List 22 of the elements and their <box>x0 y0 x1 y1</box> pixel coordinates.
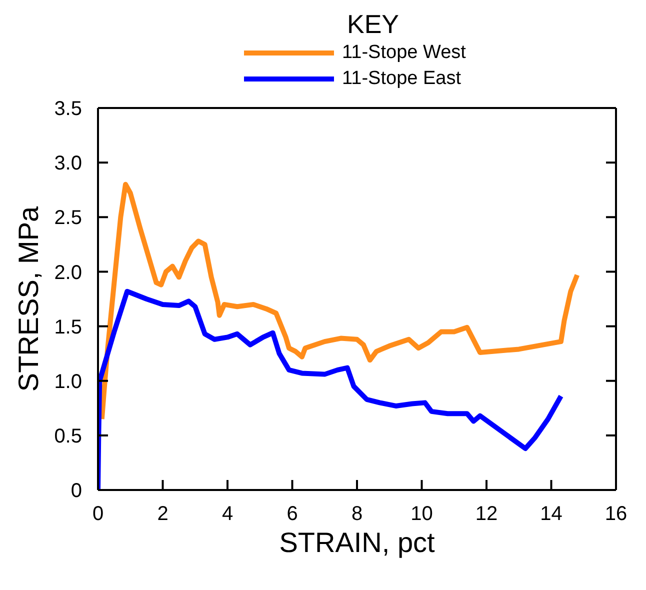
y-tick-label: 2.0 <box>54 262 82 284</box>
x-tick-label: 0 <box>92 503 104 526</box>
y-tick-label: 2.5 <box>54 207 82 230</box>
legend-label: 11-Stope East <box>342 67 462 91</box>
y-tick-label: 0.5 <box>54 426 82 448</box>
legend-title: KEY <box>346 8 400 40</box>
x-tick-label: 12 <box>475 503 498 526</box>
x-tick-label: 4 <box>222 503 234 526</box>
y-tick-label: 3.0 <box>54 152 82 175</box>
x-tick-label: 14 <box>540 503 562 526</box>
x-axis-title: STRAIN, pct <box>279 527 436 558</box>
x-tick-label: 16 <box>604 503 628 526</box>
y-axis-title: STRESS, MPa <box>12 206 44 392</box>
x-tick-label: 10 <box>410 503 433 526</box>
y-tick-label: 1.5 <box>54 316 82 338</box>
x-tick-label: 2 <box>157 503 168 526</box>
legend-label: 11-Stope West <box>342 41 467 65</box>
y-tick-label: 3.5 <box>54 98 82 120</box>
y-tick-label: 1.0 <box>54 370 82 393</box>
y-tick-label: 0 <box>70 480 82 502</box>
x-tick-label: 6 <box>286 503 298 526</box>
x-tick-label: 8 <box>351 503 363 526</box>
